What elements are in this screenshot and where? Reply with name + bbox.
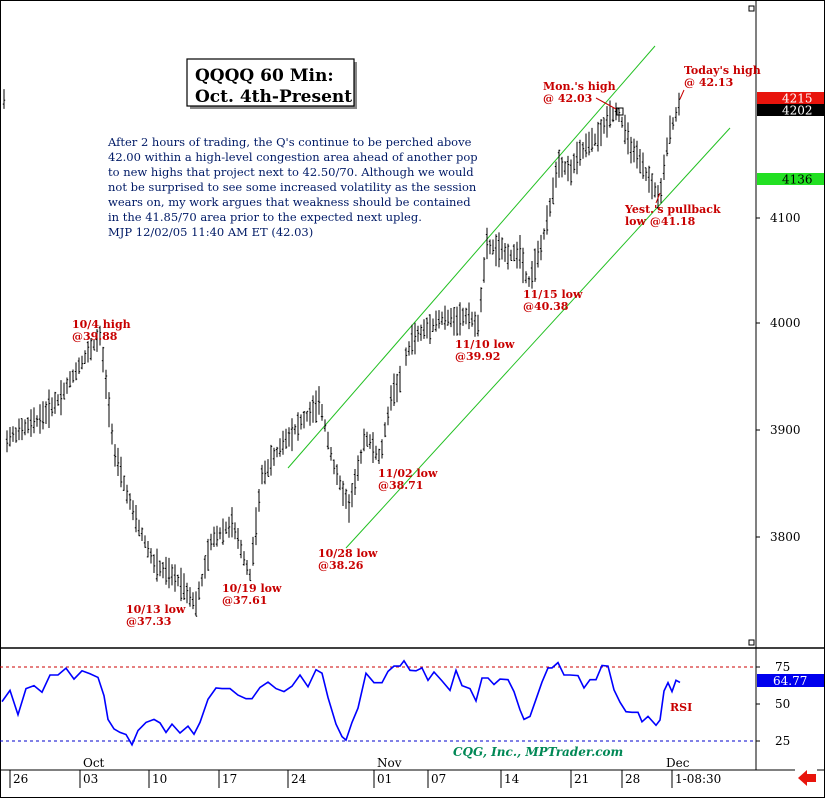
date-label: 1-08:30 [675, 772, 721, 786]
price-tick-label: 4100 [770, 211, 801, 225]
date-axis: 26 03 10 17 24 01 07 14 21 28 1-08:30 Oct Nov Dec [9, 756, 721, 788]
price-badge [757, 92, 824, 104]
month-label: Dec [666, 756, 690, 770]
annotation-value: @39.92 [455, 350, 500, 363]
annotation-label: 11/10 low [455, 338, 515, 351]
rsi-value-badge [757, 674, 824, 687]
rsi-line [1, 659, 681, 747]
date-label: 03 [83, 772, 98, 786]
commentary-line: wears on, my work argues that weakness s… [108, 195, 471, 209]
annotation-label: 11/02 low [378, 467, 438, 480]
rsi-panel: 75 50 25 64.77 RSI [0, 659, 824, 748]
annotation-label: Yest.'s pullback [624, 203, 721, 216]
title-line2: Oct. 4th-Present [195, 87, 352, 107]
price-badge-label: 4136 [782, 173, 813, 187]
commentary-line: MJP 12/02/05 11:40 AM ET (42.03) [108, 225, 313, 239]
annotation-value: @37.61 [222, 594, 267, 607]
title-box [186, 58, 355, 107]
title-line1: QQQQ 60 Min: [195, 66, 334, 86]
rsi-tick-label: 50 [775, 697, 790, 711]
annotation-label: 10/13 low [126, 603, 186, 616]
price-badge-label: 4215 [782, 92, 813, 106]
annotation-label: 11/15 low [523, 288, 583, 301]
annotation-label: 10/28 low [318, 547, 378, 560]
channel-lower-line [345, 127, 731, 549]
price-badge [757, 104, 824, 116]
date-label: 28 [625, 772, 640, 786]
annotation-pointer [595, 97, 617, 110]
date-label: 17 [222, 772, 237, 786]
annotation-pointer [655, 192, 661, 204]
rsi-value-label: 64.77 [773, 674, 807, 688]
scroll-right-button[interactable] [795, 766, 817, 788]
annotation-value: @39.88 [72, 330, 118, 343]
commentary-line: in the 41.85/70 area prior to the expect… [108, 210, 422, 224]
month-label: Oct [83, 756, 105, 770]
annotation-value: @38.26 [318, 559, 364, 572]
annotation-value: @37.33 [126, 615, 171, 628]
month-label: Nov [377, 756, 402, 770]
annotation-pointer [679, 89, 685, 100]
annotation-value: @38.71 [378, 479, 423, 492]
annotation-value: @ 42.13 [684, 76, 733, 89]
commentary-line: 42.00 within a high-level congestion are… [108, 150, 478, 164]
commentary-line: After 2 hours of trading, the Q's contin… [107, 135, 472, 149]
credit-text: CQG, Inc., MPTrader.com [453, 745, 623, 759]
date-label: 07 [431, 772, 446, 786]
price-tick-label: 4000 [770, 316, 801, 330]
channel-upper-line [287, 45, 656, 469]
annotation-label: Mon.'s high [543, 80, 616, 93]
price-tick-label: 3900 [770, 423, 801, 437]
trend-channel [287, 45, 731, 549]
date-label: 26 [13, 772, 28, 786]
price-tick-label: 3800 [770, 530, 801, 544]
arrow-left-icon[interactable] [798, 770, 816, 786]
price-badge-label: 4202 [782, 104, 813, 118]
annotation-label: 10/19 low [222, 582, 282, 595]
price-bars [2, 89, 681, 617]
rsi-tick-label: 25 [775, 734, 790, 748]
corner-marker [748, 5, 755, 12]
date-label: 10 [152, 772, 167, 786]
corner-marker [748, 639, 755, 646]
date-label: 14 [504, 772, 520, 786]
date-label: 01 [377, 772, 392, 786]
commentary: After 2 hours of trading, the Q's contin… [107, 135, 478, 239]
annotation-value: @ 42.03 [543, 92, 592, 105]
annotation-value: low @41.18 [625, 215, 696, 228]
rsi-label: RSI [670, 701, 692, 714]
commentary-line: not be surprised to see some increased v… [108, 180, 477, 194]
rsi-tick-label: 75 [775, 660, 790, 674]
annotation-label: 10/4 high [72, 318, 131, 331]
high-marker [616, 107, 624, 116]
price-badge [757, 173, 824, 185]
annotation-value: @40.38 [523, 300, 569, 313]
date-label: 21 [574, 772, 589, 786]
annotation-label: Today's high [684, 64, 761, 77]
commentary-line: to new highs that project next to 42.50/… [108, 165, 474, 179]
date-label: 24 [291, 772, 307, 786]
